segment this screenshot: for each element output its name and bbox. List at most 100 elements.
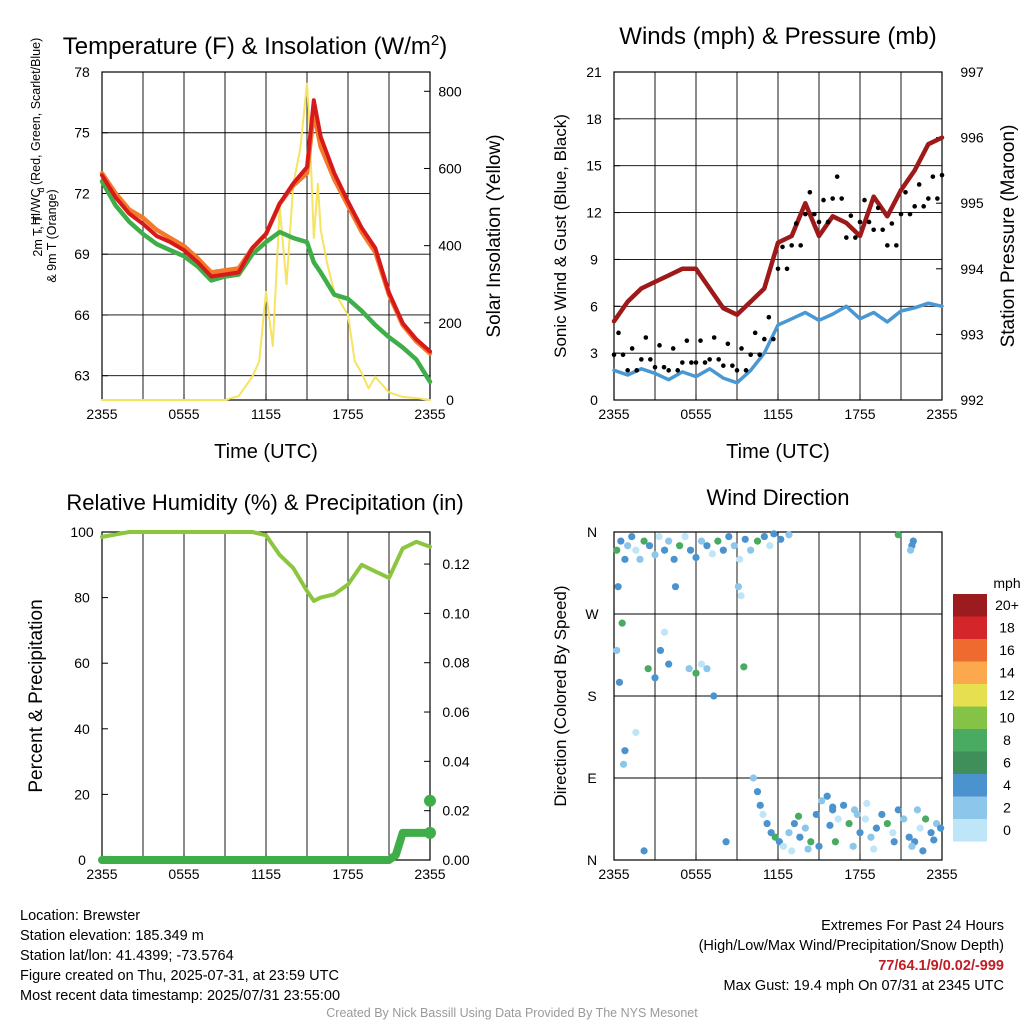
direction-point <box>900 815 908 823</box>
gust-point <box>866 219 872 225</box>
plot-frame <box>613 71 943 401</box>
figure-created: Figure created on Thu, 2025-07-31, at 23… <box>20 968 339 984</box>
gust-point <box>930 174 936 179</box>
gust-point <box>816 219 822 225</box>
x-tick-label: 2355 <box>86 406 117 422</box>
direction-point <box>760 532 768 541</box>
direction-point <box>834 815 842 823</box>
direction-point <box>632 546 640 554</box>
x-tick-label: 0555 <box>680 866 711 882</box>
direction-point <box>619 760 628 768</box>
colorbar-swatch <box>953 639 987 662</box>
direction-point <box>890 838 898 846</box>
gust-point <box>620 352 626 358</box>
direction-point <box>779 842 788 850</box>
direction-point <box>930 836 938 844</box>
gust-point <box>689 360 694 365</box>
x-tick-label: 0555 <box>168 866 199 882</box>
direction-point <box>722 838 730 846</box>
gust-point <box>821 197 826 203</box>
x-tick-label: 1155 <box>763 406 793 422</box>
direction-point <box>913 806 922 814</box>
y2-tick-label: 997 <box>960 64 984 80</box>
direction-point <box>730 542 738 550</box>
gust-point <box>926 196 931 201</box>
y-tick-label: 63 <box>74 368 90 384</box>
direction-point <box>624 542 632 550</box>
direction-point <box>621 747 629 755</box>
y2-tick-label: 0.12 <box>442 556 469 572</box>
gust-point <box>716 357 721 362</box>
direction-point <box>831 838 840 846</box>
y-tick-label: W <box>585 606 599 622</box>
gust-point <box>793 221 799 226</box>
y-tick-label: 20 <box>74 786 90 802</box>
gust-point <box>643 335 649 340</box>
direction-point <box>753 788 762 796</box>
direction-point <box>908 842 916 850</box>
direction-point <box>645 542 654 550</box>
gust-point <box>916 182 922 187</box>
gust-point <box>825 219 831 225</box>
direction-point <box>919 847 927 855</box>
y-tick-label: N <box>587 852 597 868</box>
precipitation-line <box>98 828 434 864</box>
gust-point <box>629 346 635 351</box>
direction-point <box>906 546 915 554</box>
y-tick-label: 21 <box>586 64 602 80</box>
y2-tick-label: 994 <box>960 261 984 277</box>
gust-point <box>771 336 776 342</box>
direction-point <box>697 537 706 545</box>
x-tick-label: 2355 <box>414 866 445 882</box>
direction-point <box>725 532 733 541</box>
chart-title-humidity: Relative Humidity (%) & Precipitation (i… <box>66 490 463 515</box>
y-tick-label: 80 <box>74 590 90 606</box>
gust-point <box>907 211 913 217</box>
temp-2m-line <box>100 98 432 354</box>
colorbar-label: 4 <box>1003 777 1011 793</box>
direction-point <box>861 815 870 823</box>
x-tick-label: 2355 <box>926 406 957 422</box>
direction-point <box>621 555 629 563</box>
direction-point <box>681 532 689 541</box>
x-tick-label: 2355 <box>86 866 117 882</box>
y2-tick-label: 0.08 <box>442 655 469 671</box>
y-axis-label: Direction (Colored By Speed) <box>551 585 570 806</box>
y2-tick-label: 0.02 <box>442 803 469 819</box>
gust-point <box>898 211 904 217</box>
gust-point <box>670 346 676 351</box>
extremes-values: 77/64.1/9/0.02/-999 <box>878 958 1004 974</box>
x-tick-label: 0555 <box>680 406 711 422</box>
y-tick-label: 66 <box>74 307 90 323</box>
direction-point <box>829 803 837 811</box>
chart-title-direction: Wind Direction <box>706 485 849 510</box>
y2-tick-label: 993 <box>960 326 984 342</box>
y2-tick-label: 995 <box>960 195 984 211</box>
gust-point <box>834 174 840 179</box>
colorbar-label: 12 <box>999 687 1015 703</box>
colorbar-swatch <box>953 616 987 639</box>
y-tick-label: 75 <box>74 125 90 141</box>
gust-point <box>721 363 726 368</box>
direction-point <box>734 583 742 591</box>
plot-frame <box>613 531 943 861</box>
gust-point <box>634 368 639 373</box>
x-tick-label: 2355 <box>926 866 957 882</box>
gust-point <box>616 330 621 336</box>
gust-point <box>739 346 744 351</box>
direction-point <box>708 550 717 558</box>
colorbar-label: 20+ <box>995 597 1019 613</box>
title-close: ) <box>439 33 447 60</box>
direction-point <box>937 824 945 832</box>
y2-tick-label: 400 <box>438 238 462 254</box>
gust-point <box>611 352 617 358</box>
gust-point <box>652 364 658 370</box>
direction-point <box>614 583 622 591</box>
y2-tick-label: 0 <box>446 392 454 408</box>
direction-point <box>790 819 799 828</box>
direction-point <box>812 810 820 819</box>
direction-point <box>632 728 640 737</box>
y-axis-label: Sonic Wind & Gust (Blue, Black) <box>551 114 570 358</box>
gust-point <box>707 357 712 362</box>
